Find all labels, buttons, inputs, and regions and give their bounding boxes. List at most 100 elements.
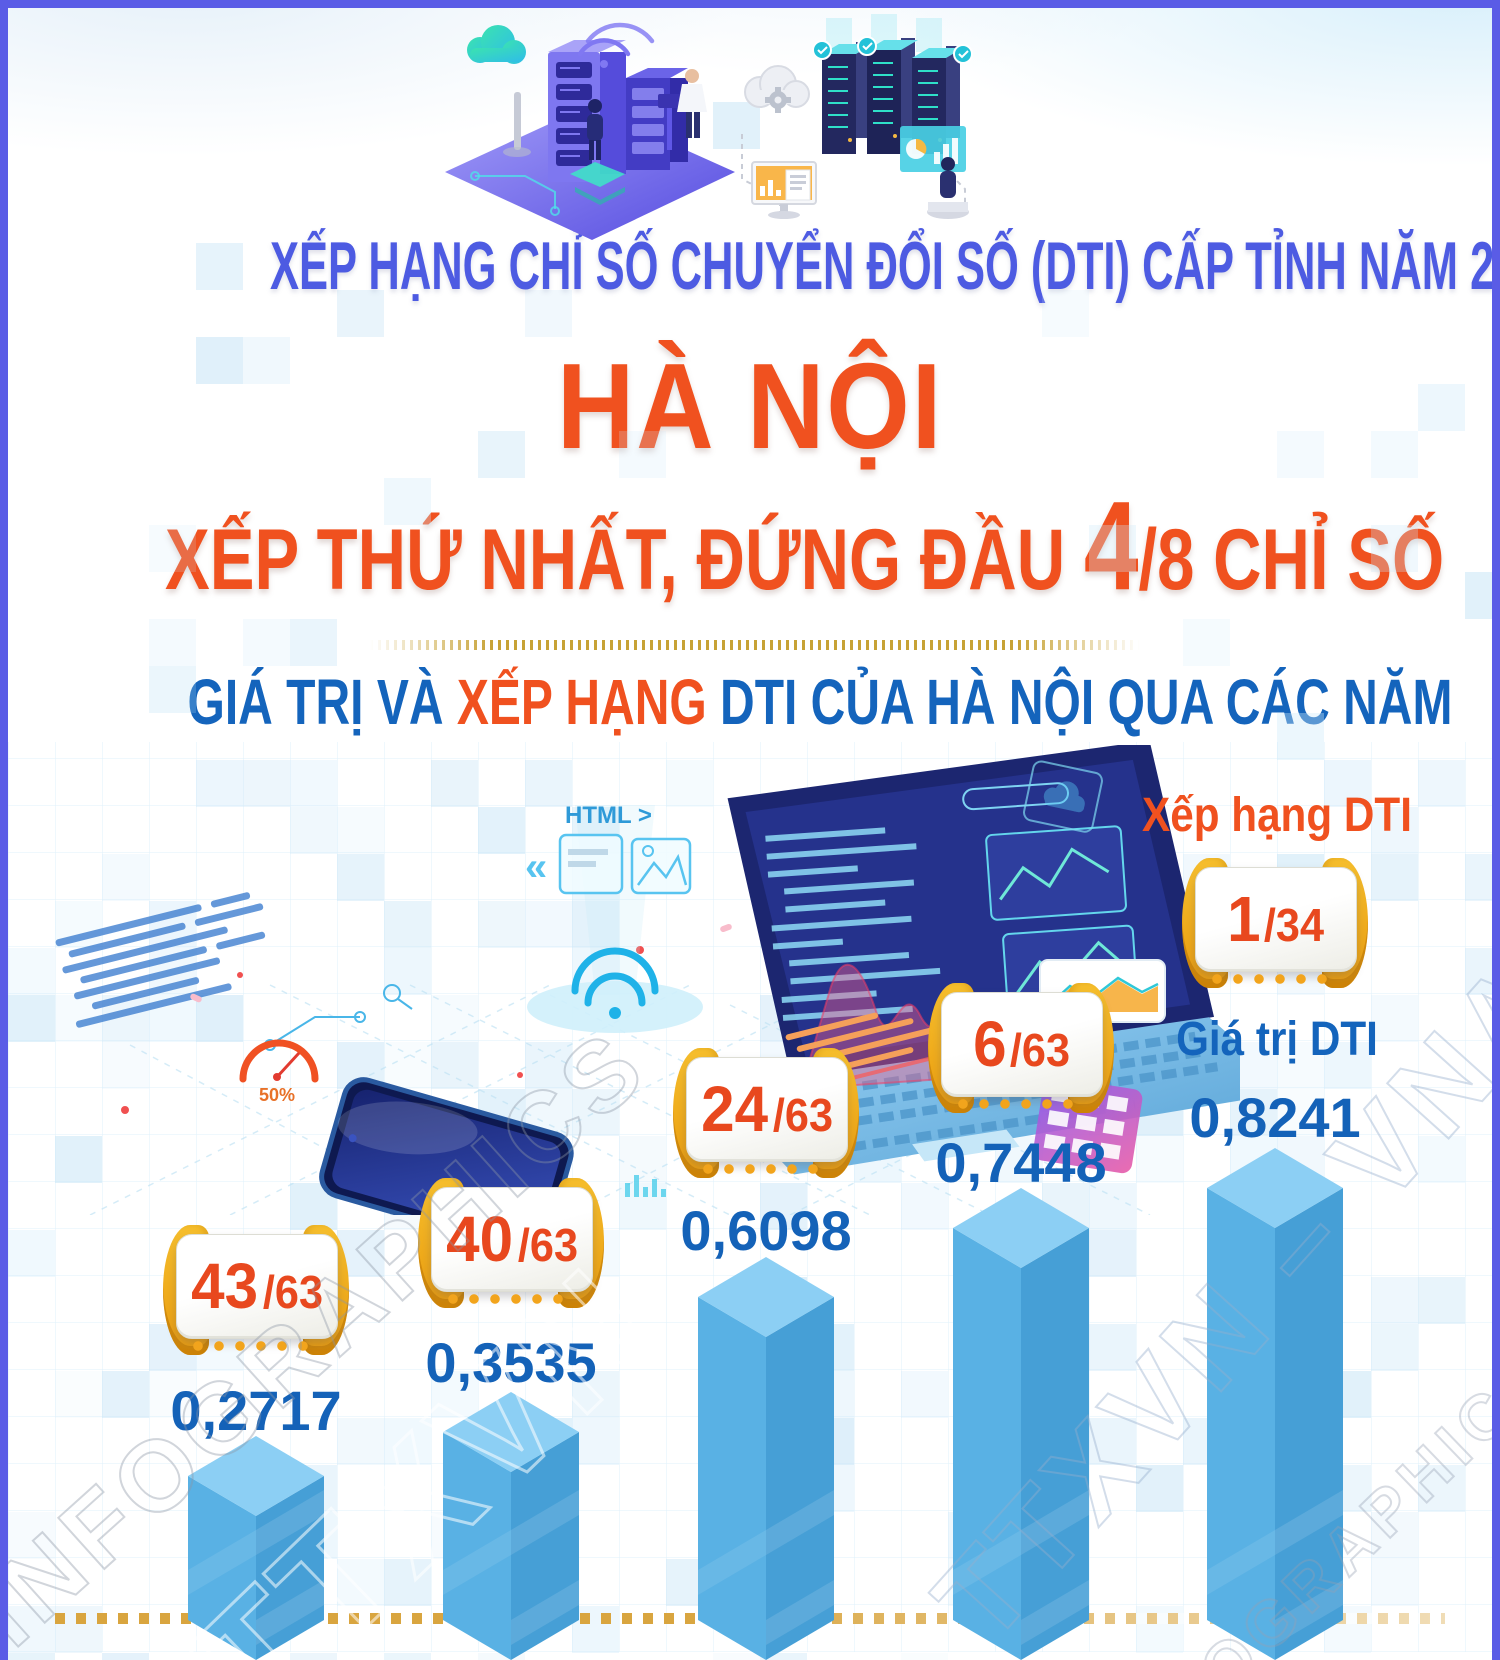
subtitle-suffix: CHỈ SỐ [1194, 512, 1445, 608]
cloud-icon [467, 25, 526, 64]
checker-cell [1465, 948, 1500, 995]
person-figure [658, 69, 707, 150]
rank-number: 40 [446, 1203, 514, 1275]
checker-cell [8, 1512, 55, 1559]
checker-cell [1418, 1465, 1465, 1512]
checker-cell [1371, 1324, 1418, 1371]
value-legend-label: Giá trị DTI [1176, 1013, 1378, 1066]
section-title: GIÁ TRỊ VÀ XẾP HẠNG DTI CỦA HÀ NỘI QUA C… [187, 664, 1453, 741]
tech-illustration [445, 14, 973, 240]
mini-bars [625, 1175, 666, 1197]
server-tower-icon [626, 68, 688, 170]
checker-cell [1136, 1465, 1183, 1512]
person-figure [587, 99, 603, 160]
rank-number: 1 [1227, 883, 1261, 955]
bar-column-3 [698, 1257, 834, 1660]
subtitle: XẾP THỨ NHẤT, ĐỨNG ĐẦU 4/8 CHỈ SỐ [165, 482, 1444, 612]
checker-cell [901, 1371, 948, 1418]
bar-value-5: 0,8241 [1189, 1086, 1361, 1149]
server-room-illustration [445, 22, 735, 240]
checker-cell [1465, 572, 1500, 619]
bar-column-2 [443, 1392, 579, 1660]
bar-value-4: 0,7448 [935, 1131, 1107, 1194]
section-title-part3: DTI CỦA HÀ NỘI QUA CÁC NĂM [706, 666, 1453, 738]
checker-cell [149, 619, 196, 666]
checker-cell [102, 1653, 149, 1660]
section-title-part1: GIÁ TRỊ VÀ [187, 666, 457, 738]
checker-cell [8, 1606, 55, 1653]
svg-text:50%: 50% [259, 1085, 295, 1105]
rank-denominator: /34 [1263, 899, 1324, 951]
code-lines [55, 892, 266, 1028]
bar-column-4 [953, 1188, 1089, 1660]
circuit-lines [264, 984, 413, 1051]
subtitle-fraction: /8 [1138, 512, 1195, 608]
checker-cell [1371, 1277, 1418, 1324]
bar-column-1 [188, 1436, 324, 1660]
checker-cell [1183, 619, 1230, 666]
rank-number: 43 [191, 1250, 259, 1322]
checker-cell [337, 1559, 384, 1606]
rank-badge-1: 43/63 [163, 1225, 349, 1357]
check-badge-icon [812, 36, 973, 64]
svg-text:HTML >: HTML > [565, 802, 652, 829]
checker-cell [1089, 1418, 1136, 1465]
checker-cell [8, 1230, 55, 1277]
chevrons: « [525, 845, 547, 889]
checker-cell [1089, 1324, 1136, 1371]
rank-card: 40/63 [431, 1187, 593, 1292]
rank-number: 6 [973, 1008, 1007, 1080]
monitor-icon [751, 161, 817, 219]
server-tower-icon [548, 40, 626, 182]
rank-denominator: /63 [1009, 1024, 1070, 1076]
rank-badge-5: 1/34 [1182, 858, 1368, 990]
badge-dots [193, 1341, 319, 1351]
rank-denominator: /63 [772, 1089, 833, 1141]
city-title: HÀ NỘI [556, 338, 944, 474]
badge-dots [703, 1164, 829, 1174]
rank-badge-2: 40/63 [418, 1178, 604, 1310]
rank-card: 6/63 [941, 992, 1103, 1097]
checker-cell [384, 1559, 431, 1606]
checker-cell [1418, 384, 1465, 431]
checker-cell [290, 619, 337, 666]
html-icon: HTML > « [525, 802, 692, 895]
rank-number: 24 [701, 1073, 769, 1145]
checker-cell [1371, 1512, 1418, 1559]
bar-column-5 [1207, 1148, 1343, 1660]
wifi-icon [577, 22, 655, 68]
checker-cell [572, 1418, 619, 1465]
gold-dotted-divider [370, 640, 1140, 650]
checker-cell [1418, 1136, 1465, 1183]
rank-card: 1/34 [1195, 867, 1357, 972]
checker-cell [8, 1653, 55, 1660]
bar-value-1: 0,2717 [170, 1379, 342, 1442]
cloud-outline-icon [1023, 760, 1103, 833]
page-title: XẾP HẠNG CHỈ SỐ CHUYỂN ĐỔI SỐ (DTI) CẤP … [270, 228, 1500, 304]
checker-cell [384, 1653, 431, 1660]
checker-cell [1418, 1277, 1465, 1324]
checker-cell [901, 1653, 948, 1660]
pole [514, 92, 521, 150]
rank-denominator: /63 [517, 1219, 578, 1271]
badge-dots [958, 1099, 1084, 1109]
gauge-icon: 50% [239, 1039, 319, 1105]
subtitle-prefix: XẾP THỨ NHẤT, ĐỨNG ĐẦU [165, 512, 1084, 608]
checker-cell [1089, 1230, 1136, 1277]
subtitle-highlight: 4 [1083, 475, 1139, 616]
rank-badge-3: 24/63 [673, 1048, 859, 1180]
dashboard-icon [900, 126, 966, 172]
rank-denominator: /63 [262, 1266, 323, 1318]
badge-dots [1212, 974, 1338, 984]
cloud-gear-icon [744, 65, 810, 113]
badge-dots [448, 1294, 574, 1304]
checker-cell [1465, 854, 1500, 901]
checker-cell [55, 1371, 102, 1418]
checker-cell [1371, 854, 1418, 901]
wave-background [8, 8, 1492, 328]
server-stack-icon [812, 36, 973, 154]
data-center-illustration [741, 14, 973, 219]
rank-card: 24/63 [686, 1057, 848, 1162]
checker-cell [1371, 1559, 1418, 1606]
